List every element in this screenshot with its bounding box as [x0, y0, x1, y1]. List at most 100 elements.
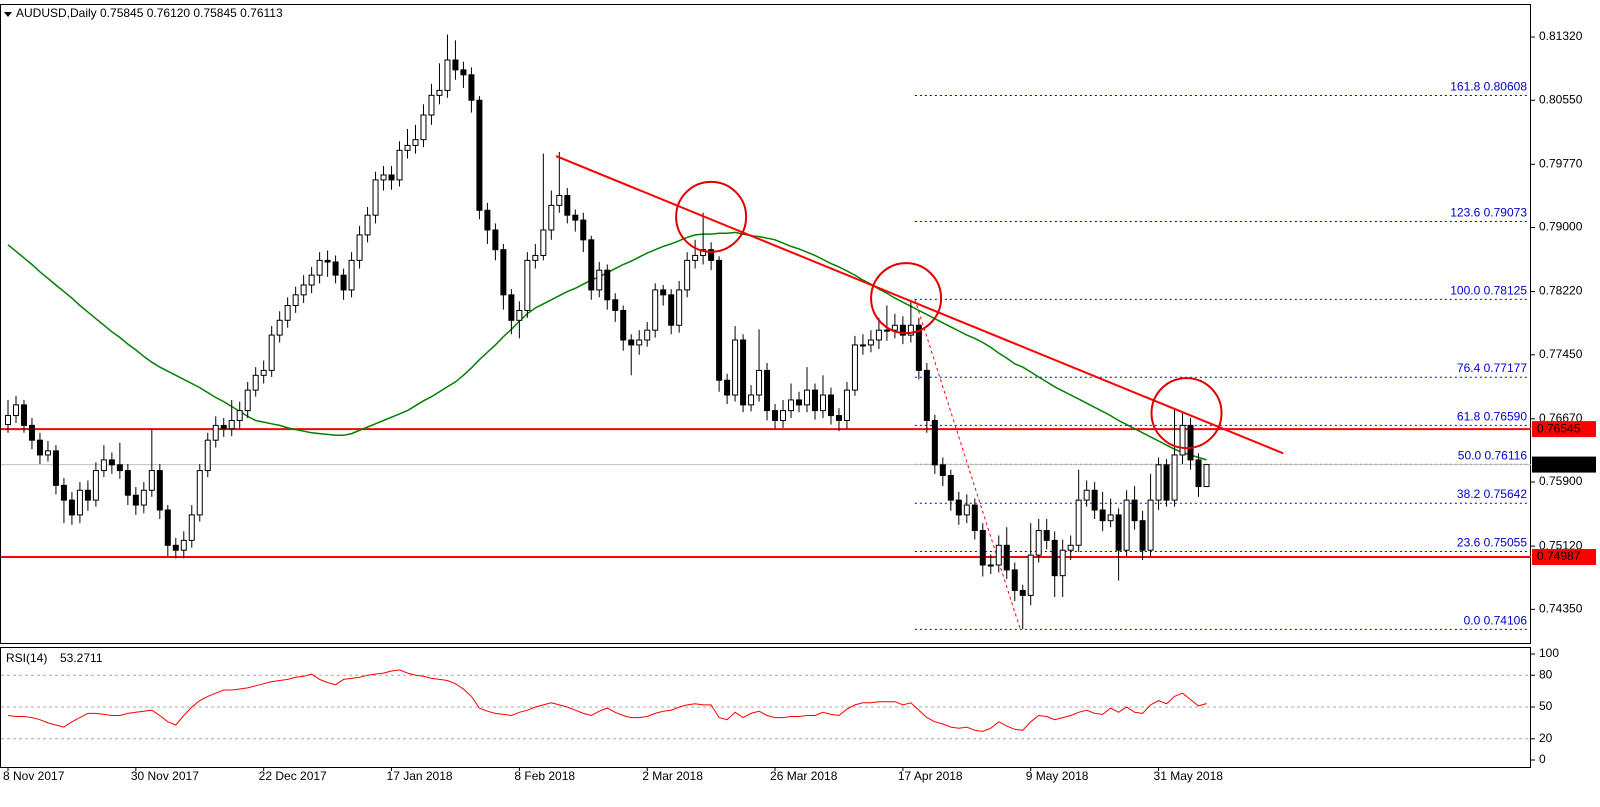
- candle-body: [500, 249, 507, 296]
- candle-body: [796, 399, 803, 406]
- candle-body: [596, 269, 603, 291]
- menu-arrow: [4, 12, 12, 17]
- y-tick-label: 0.78220: [1539, 284, 1583, 298]
- candle-body: [915, 324, 922, 371]
- candle-body: [260, 369, 267, 376]
- indicator-y-tick-label: 50: [1539, 699, 1553, 713]
- fib-label: 123.6 0.79073: [1450, 206, 1527, 220]
- candle-body: [308, 274, 315, 286]
- candle-body: [939, 464, 946, 476]
- x-tick-label: 8 Feb 2018: [514, 769, 575, 783]
- chart-header: AUDUSD,Daily 0.75845 0.76120 0.75845 0.7…: [16, 6, 283, 20]
- candle-body: [867, 339, 874, 346]
- x-tick-label: 17 Apr 2018: [898, 769, 963, 783]
- candle-body: [188, 514, 195, 541]
- candle-body: [1035, 530, 1042, 556]
- x-tick-label: 22 Dec 2017: [259, 769, 327, 783]
- candle-body: [1067, 544, 1074, 551]
- candle-body: [923, 369, 930, 421]
- candle-body: [636, 339, 643, 346]
- candle-body: [5, 415, 11, 426]
- candle-body: [1147, 499, 1154, 551]
- indicator-line: [7, 669, 1207, 732]
- candle-body: [524, 259, 531, 311]
- candle-body: [476, 99, 483, 211]
- candle-body: [1083, 489, 1090, 501]
- candle-body: [460, 69, 467, 76]
- fib-ratio: 0.0: [1464, 614, 1481, 628]
- x-tick-label: 9 May 2018: [1026, 769, 1089, 783]
- candle-body: [700, 249, 707, 256]
- candle-body: [1019, 589, 1026, 596]
- candle-body: [764, 369, 771, 412]
- candle-body: [804, 389, 810, 406]
- candle-body: [444, 59, 451, 91]
- highlight-circle: [870, 262, 943, 335]
- indicator-y-tick-label: 100: [1539, 646, 1559, 660]
- candle-body: [60, 484, 67, 501]
- candle-body: [1107, 514, 1114, 522]
- candle-body: [1179, 424, 1186, 456]
- y-tick-label: 0.80550: [1539, 92, 1583, 106]
- candle-body: [76, 489, 83, 516]
- candle-body: [572, 214, 579, 221]
- candle-body: [1155, 464, 1162, 501]
- x-tick-label: 30 Nov 2017: [131, 769, 199, 783]
- candle-body: [52, 450, 59, 486]
- candle-body: [436, 89, 443, 96]
- candle-body: [284, 305, 291, 321]
- candle-body: [620, 309, 627, 341]
- candle-body: [316, 259, 323, 276]
- fib-ratio: 61.8: [1457, 410, 1481, 424]
- candle-body: [332, 261, 339, 276]
- candle-body: [28, 424, 35, 441]
- candle-body: [340, 274, 347, 291]
- candle-body: [452, 59, 459, 71]
- candle-body: [348, 259, 355, 291]
- candle-body: [1131, 499, 1138, 522]
- candle-body: [236, 410, 243, 421]
- fib-label: 61.8 0.76590: [1457, 410, 1527, 424]
- candle-body: [508, 294, 515, 321]
- fib-ratio: 23.6: [1457, 536, 1481, 550]
- fib-ratio: 161.8: [1450, 80, 1480, 94]
- fib-ratio: 100.0: [1450, 284, 1480, 298]
- candle-body: [604, 269, 611, 301]
- candle-body: [947, 474, 954, 501]
- x-tick-label: 31 May 2018: [1154, 769, 1224, 783]
- candle-body: [1163, 464, 1170, 501]
- indicator-y-tick-label: 0: [1539, 752, 1546, 766]
- candle-body: [84, 489, 91, 501]
- y-tick-label: 0.77450: [1539, 347, 1583, 361]
- candle-body: [164, 509, 171, 546]
- candle-body: [532, 254, 539, 261]
- candle-body: [1123, 499, 1130, 551]
- fib-price: 0.78125: [1484, 284, 1528, 298]
- candle-body: [548, 204, 555, 231]
- indicator-title: RSI(14): [6, 651, 47, 665]
- fib-price: 0.76590: [1484, 410, 1528, 424]
- candle-body: [148, 470, 155, 491]
- fib-price: 0.76116: [1485, 448, 1528, 462]
- fib-price: 0.77177: [1484, 361, 1528, 375]
- candle-body: [1099, 509, 1106, 522]
- candle-body: [1171, 454, 1178, 501]
- candle-body: [36, 439, 43, 456]
- candle-body: [356, 234, 363, 261]
- candle-body: [851, 344, 858, 391]
- fib-anchor-line: [914, 299, 1021, 630]
- candle-body: [564, 194, 571, 216]
- y-tick-label: 0.74350: [1539, 602, 1583, 616]
- candle-body: [1115, 514, 1122, 551]
- current-price-box: [1532, 456, 1596, 473]
- candle-body: [684, 259, 691, 291]
- candle-body: [1059, 549, 1066, 577]
- indicator-pane-frame: [0, 647, 1531, 768]
- candle-body: [676, 289, 683, 326]
- price-label: 0.76545: [1537, 421, 1581, 435]
- candle-body: [732, 339, 739, 396]
- candle-body: [468, 74, 475, 101]
- fib-ratio: 76.4: [1457, 361, 1481, 375]
- candle-body: [252, 374, 259, 391]
- fib-label: 100.0 0.78125: [1450, 284, 1527, 298]
